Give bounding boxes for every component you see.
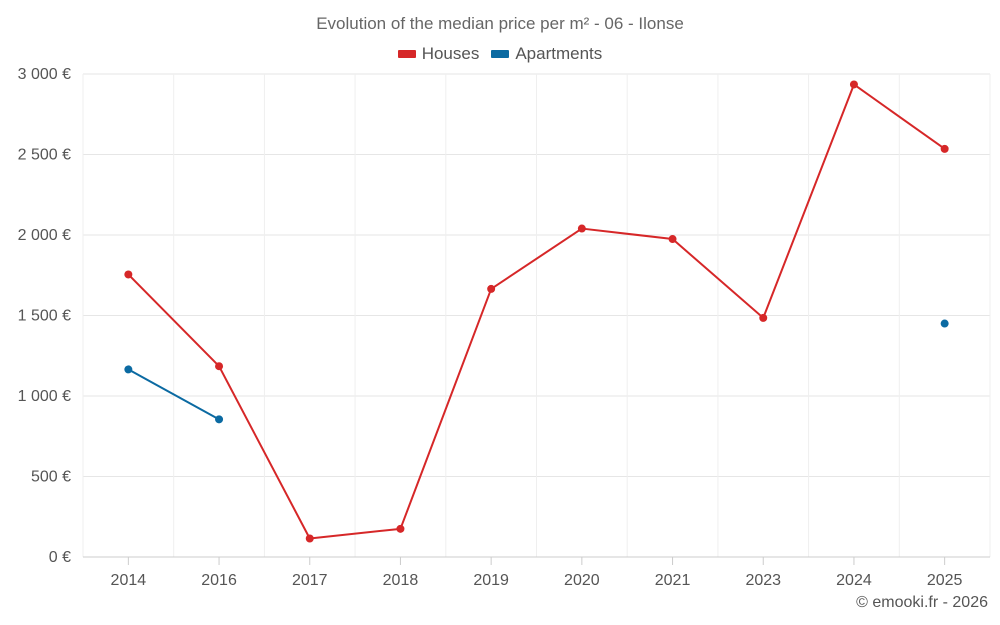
apartments-point-2025[interactable] bbox=[940, 319, 949, 328]
houses-line-segment bbox=[399, 287, 493, 530]
legend-label-houses: Houses bbox=[421, 44, 480, 63]
y-tick-label: 0 € bbox=[49, 549, 71, 566]
x-tick-label-2025: 2025 bbox=[927, 572, 963, 589]
legend: Houses Apartments bbox=[0, 44, 1000, 64]
houses-line-segment bbox=[308, 527, 402, 540]
houses-line-segment bbox=[127, 273, 221, 368]
y-tick-label: 2 000 € bbox=[18, 227, 71, 244]
y-tick-label: 500 € bbox=[31, 469, 71, 486]
houses-line-segment bbox=[218, 365, 311, 540]
houses-point-2019[interactable] bbox=[487, 284, 496, 293]
x-tick-label-2019: 2019 bbox=[473, 572, 509, 589]
houses-point-2014[interactable] bbox=[124, 270, 133, 279]
houses-point-2017[interactable] bbox=[305, 534, 314, 543]
y-tick-label: 1 000 € bbox=[18, 388, 71, 405]
chart-title: Evolution of the median price per m² - 0… bbox=[316, 14, 684, 33]
houses-point-2023[interactable] bbox=[759, 313, 768, 322]
houses-point-2024[interactable] bbox=[849, 80, 858, 89]
apartments-point-2014[interactable] bbox=[124, 365, 133, 374]
x-tick-label-2016: 2016 bbox=[201, 572, 237, 589]
legend-swatch-houses bbox=[397, 50, 416, 58]
legend-item-houses[interactable]: Houses bbox=[397, 44, 480, 64]
x-tick-label-2020: 2020 bbox=[564, 572, 600, 589]
houses-line-segment bbox=[580, 227, 674, 241]
houses-point-2018[interactable] bbox=[396, 524, 405, 533]
houses-line-segment bbox=[490, 227, 583, 290]
x-tick-label-2014: 2014 bbox=[111, 572, 147, 589]
houses-point-2016[interactable] bbox=[215, 362, 224, 371]
y-tick-label: 2 500 € bbox=[18, 147, 71, 164]
y-tick-label: 1 500 € bbox=[18, 308, 71, 325]
credit-text: © emooki.fr - 2026 bbox=[856, 594, 988, 611]
houses-point-2021[interactable] bbox=[668, 235, 677, 244]
x-tick-label-2018: 2018 bbox=[383, 572, 419, 589]
houses-line-segment bbox=[762, 83, 855, 319]
houses-line-segment bbox=[852, 83, 946, 150]
houses-point-2020[interactable] bbox=[577, 224, 586, 233]
apartments-point-2016[interactable] bbox=[215, 415, 224, 424]
y-tick-label: 3 000 € bbox=[18, 66, 71, 83]
x-tick-label-2023: 2023 bbox=[745, 572, 781, 589]
houses-line-segment bbox=[671, 238, 765, 319]
x-tick-label-2017: 2017 bbox=[292, 572, 328, 589]
x-tick-label-2021: 2021 bbox=[655, 572, 691, 589]
houses-point-2025[interactable] bbox=[940, 144, 949, 153]
legend-item-apartments[interactable]: Apartments bbox=[491, 44, 602, 64]
legend-swatch-apartments bbox=[491, 50, 510, 58]
legend-label-apartments: Apartments bbox=[515, 44, 603, 63]
x-tick-label-2024: 2024 bbox=[836, 572, 872, 589]
apartments-line-segment bbox=[127, 368, 221, 421]
